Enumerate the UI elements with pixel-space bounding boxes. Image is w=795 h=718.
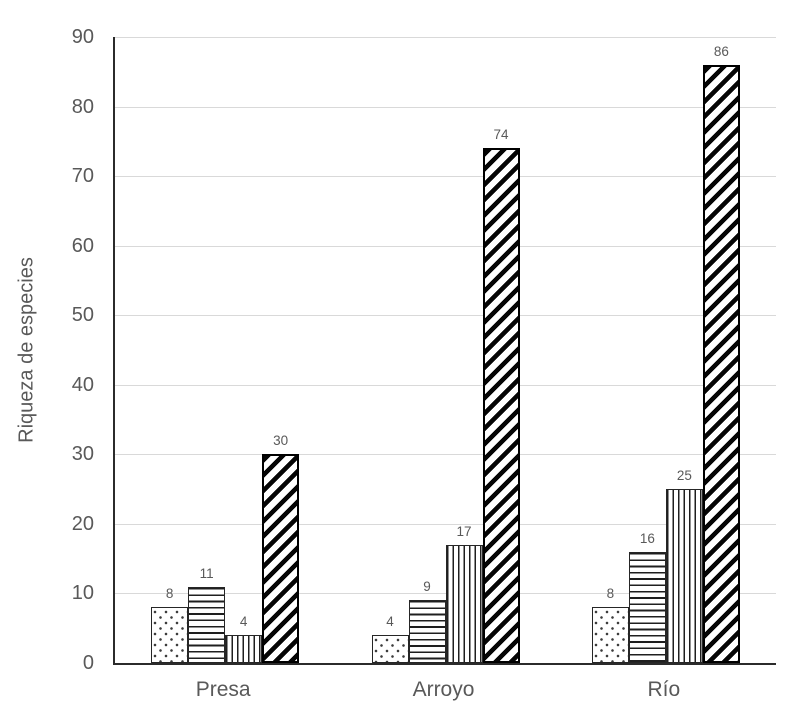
bar-value-label: 4 [386, 614, 394, 630]
gridline [115, 315, 776, 317]
gridline [115, 245, 776, 247]
y-tick-label: 30 [71, 443, 94, 466]
bar-value-label: 8 [606, 586, 615, 602]
y-tick-label: 50 [71, 304, 94, 327]
bar-vertical-lines [225, 635, 263, 663]
bar-value-label: 11 [199, 565, 214, 581]
bar-value-label: 86 [713, 43, 729, 59]
bar-horizontal-lines [188, 586, 226, 663]
bar-value-label: 74 [493, 127, 509, 143]
y-tick-label: 80 [71, 95, 94, 118]
bar-horizontal-lines [628, 551, 666, 663]
bar-value-label: 25 [676, 468, 692, 484]
bar-value-label: 16 [639, 530, 655, 546]
y-tick-label: 0 [82, 652, 94, 674]
x-category-label: Arroyo [412, 678, 475, 701]
bar-value-label: 30 [273, 433, 289, 449]
gridline [115, 37, 776, 38]
y-tick-label: 90 [71, 26, 94, 48]
gridline [115, 454, 776, 456]
gridline [115, 523, 776, 525]
x-category-label: Río [647, 678, 681, 701]
y-tick-label: 60 [71, 234, 94, 257]
bar-diagonal-stripes [482, 148, 520, 663]
bar-vertical-lines [445, 544, 483, 663]
x-category-label: Presa [195, 678, 251, 701]
bar-value-label: 8 [165, 586, 174, 602]
bar-dotted [371, 635, 409, 663]
y-tick-label: 20 [71, 512, 94, 535]
plot-area: 8 11 4 30 4 9 17 74 8 16 25 86 [113, 37, 776, 665]
bar-diagonal-stripes [702, 64, 740, 663]
bar-value-label: 17 [456, 523, 472, 539]
y-axis-title: Riqueza de especies [15, 257, 38, 443]
gridline [115, 176, 776, 178]
bar-horizontal-lines [408, 600, 446, 663]
bar-dotted [591, 607, 629, 663]
y-tick-label: 10 [71, 582, 94, 605]
gridline [115, 384, 776, 386]
bar-diagonal-stripes [262, 454, 300, 663]
bar-value-label: 4 [239, 614, 248, 630]
bar-value-label: 9 [423, 579, 431, 595]
y-tick-label: 70 [71, 165, 94, 188]
bar-dotted [151, 607, 189, 663]
gridline [115, 106, 776, 108]
y-tick-label: 40 [71, 373, 94, 396]
bar-vertical-lines [665, 489, 703, 663]
